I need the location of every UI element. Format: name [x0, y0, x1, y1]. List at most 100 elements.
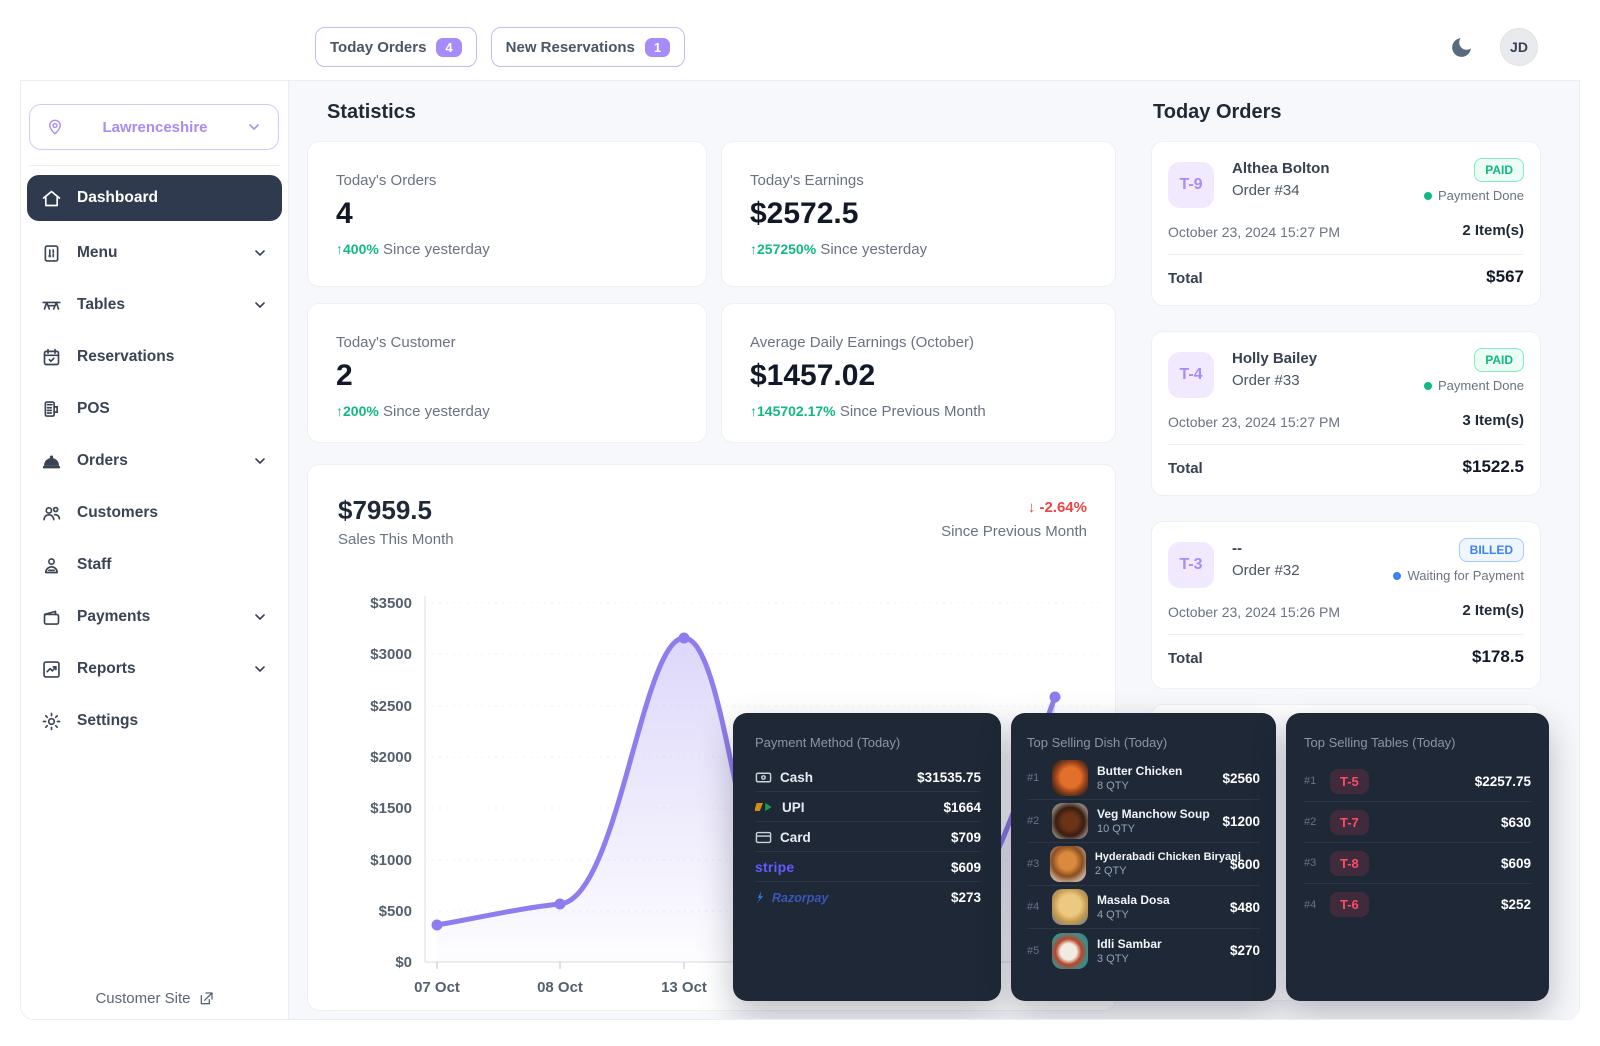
stat-delta-note: Since yesterday	[820, 241, 928, 258]
payment-amount: $31535.75	[917, 769, 981, 785]
x-tick: 07 Oct	[414, 979, 460, 996]
status-badge: PAID	[1474, 348, 1524, 372]
divider	[1168, 444, 1524, 445]
location-label: Lawrenceshire	[102, 118, 208, 136]
customer-name: Althea Bolton	[1232, 160, 1330, 177]
top-selling-dish-panel: Top Selling Dish (Today) #1 Butter Chick…	[1011, 713, 1276, 1001]
sales-points	[431, 632, 1061, 931]
chevron-down-icon	[249, 124, 259, 130]
payment-amount: $273	[950, 890, 981, 905]
order-card[interactable]: T-3 -- Order #32 BILLED Waiting for Paym…	[1151, 521, 1541, 689]
sidebar-item-dashboard[interactable]: Dashboard	[27, 175, 282, 221]
stat-delta-up: ↑257250%	[750, 241, 817, 257]
chevron-down-icon	[255, 250, 265, 256]
sales-delta-note: Since Previous Month	[941, 523, 1087, 540]
new-reservations-button[interactable]: New Reservations 1	[490, 27, 686, 67]
rank-label: #1	[1027, 772, 1040, 784]
stat-card-average-daily-earnings: Average Daily Earnings (October) $1457.0…	[721, 303, 1116, 443]
stat-delta-note: Since yesterday	[382, 241, 490, 258]
stat-card-todays-earnings: Today's Earnings $2572.5 ↑257250% Since …	[721, 141, 1116, 287]
dish-name: Masala Dosa	[1097, 893, 1170, 907]
table-badge: T-6	[1330, 892, 1369, 917]
new-reservations-count-badge: 1	[644, 37, 671, 57]
customer-site-link[interactable]: Customer Site	[21, 990, 288, 1007]
sidebar-item-label: Menu	[77, 244, 118, 261]
sidebar-item-orders[interactable]: Orders	[27, 435, 282, 487]
dish-name: Idli Sambar	[1097, 936, 1162, 951]
statistics-heading: Statistics	[327, 101, 416, 123]
order-number: Order #33	[1232, 372, 1300, 389]
total-value: $567	[1486, 267, 1524, 286]
today-orders-button[interactable]: Today Orders 4	[315, 27, 477, 67]
dish-row: #3 Hyderabadi Chicken Biryani 2 QTY $600	[1027, 843, 1260, 886]
y-tick: $3500	[370, 595, 412, 612]
payment-method-panel: Payment Method (Today) Cash $31535.75 UP…	[733, 713, 1001, 1001]
customer-name: --	[1232, 540, 1242, 557]
status-badge: PAID	[1474, 158, 1524, 182]
sidebar-item-label: Tables	[77, 296, 125, 313]
sidebar-item-tables[interactable]: Tables	[27, 279, 282, 331]
sidebar-item-label: Reports	[77, 660, 136, 677]
avatar-initials: JD	[1510, 39, 1528, 55]
sidebar-item-label: Payments	[77, 608, 151, 625]
dark-mode-toggle[interactable]	[1449, 35, 1474, 60]
order-card[interactable]: T-9 Althea Bolton Order #34 PAID Payment…	[1151, 141, 1541, 306]
sidebar-item-reservations[interactable]: Reservations	[27, 331, 282, 383]
order-card[interactable]: T-4 Holly Bailey Order #33 PAID Payment …	[1151, 331, 1541, 496]
sidebar-item-customers[interactable]: Customers	[27, 487, 282, 539]
sidebar-item-payments[interactable]: Payments	[27, 591, 282, 643]
total-label: Total	[1168, 460, 1203, 477]
status-dot	[1424, 191, 1432, 200]
table-amount: $2257.75	[1474, 773, 1531, 789]
stat-label: Today's Earnings	[750, 172, 864, 189]
location-selector[interactable]: Lawrenceshire	[29, 104, 279, 150]
avatar[interactable]: JD	[1500, 28, 1538, 66]
sidebar-item-pos[interactable]: POS	[27, 383, 282, 435]
payment-row-card: Card $709	[755, 823, 981, 852]
pos-terminal-icon	[44, 400, 59, 417]
stat-value: $2572.5	[750, 197, 859, 230]
dish-name: Butter Chicken	[1097, 764, 1183, 778]
table-badge: T-7	[1330, 809, 1369, 835]
sales-area	[437, 638, 1055, 962]
dish-qty: 8 QTY	[1097, 780, 1129, 792]
chevron-down-icon	[255, 302, 265, 308]
stat-label: Today's Orders	[336, 172, 437, 189]
sidebar-item-staff[interactable]: Staff	[27, 539, 282, 591]
payment-amount: $609	[950, 859, 981, 875]
y-tick: $2000	[370, 749, 412, 766]
stat-delta-note: Since yesterday	[382, 403, 490, 420]
sidebar-divider	[29, 165, 280, 166]
y-tick: $500	[379, 903, 412, 920]
y-tick: $3000	[370, 646, 412, 663]
table-badge: T-3	[1168, 542, 1214, 588]
order-number: Order #32	[1232, 562, 1300, 579]
status-note: Payment Done	[1438, 378, 1524, 393]
sidebar-item-menu[interactable]: Menu	[27, 227, 282, 279]
table-row: #2 T-7 $630	[1304, 802, 1531, 843]
dish-row: #5 Idli Sambar 3 QTY $270	[1027, 929, 1260, 972]
upi-logo-icon	[755, 803, 772, 811]
dish-qty: 4 QTY	[1097, 909, 1129, 921]
rank-label: #4	[1027, 901, 1040, 913]
rank-label: #3	[1027, 858, 1040, 870]
users-icon	[43, 506, 61, 520]
wallet-icon	[43, 610, 60, 625]
dish-image	[1052, 889, 1088, 925]
payment-label: UPI	[782, 799, 805, 815]
y-tick: $1000	[370, 852, 412, 869]
divider	[1168, 634, 1524, 635]
rank-label: #2	[1304, 816, 1317, 828]
razorpay-logo-icon	[756, 891, 764, 904]
dish-image	[1052, 760, 1088, 796]
total-value: $1522.5	[1462, 457, 1524, 476]
sidebar-item-reports[interactable]: Reports	[27, 643, 282, 695]
rank-label: #2	[1027, 815, 1040, 827]
stat-delta-up: ↑200%	[336, 403, 379, 419]
dish-amount: $1200	[1222, 813, 1260, 829]
dish-amount: $270	[1229, 943, 1260, 958]
rank-label: #3	[1304, 857, 1317, 869]
stat-delta-up: ↑400%	[336, 241, 379, 257]
table-row: #3 T-8 $609	[1304, 843, 1531, 884]
sidebar-item-settings[interactable]: Settings	[27, 695, 282, 747]
